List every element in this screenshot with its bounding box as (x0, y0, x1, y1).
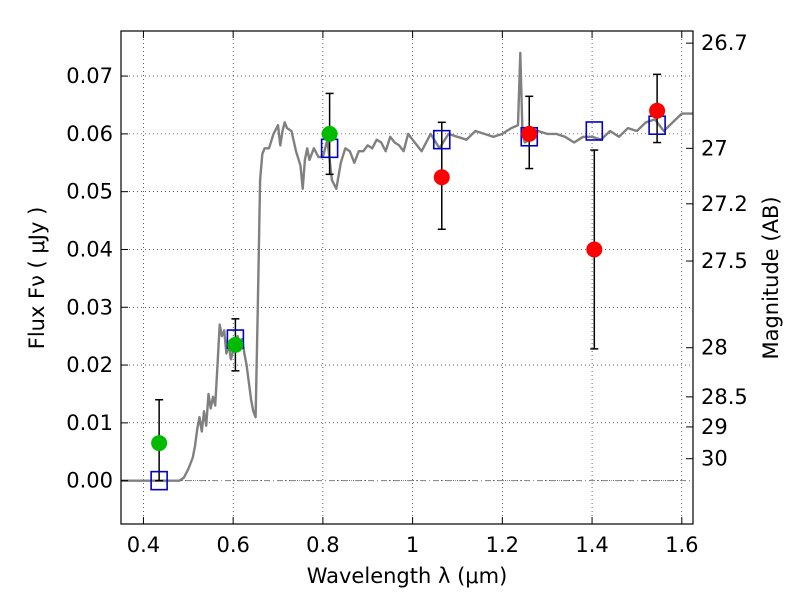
x-tick-label: 1.2 (486, 533, 519, 557)
data-points (151, 102, 666, 452)
y-tick-labels: 0.00 0.01 0.02 0.03 0.04 0.05 0.06 0.07 (66, 64, 113, 493)
green-data-point (227, 336, 244, 353)
x-tick-labels: 0.4 0.6 0.8 1 1.2 1.4 1.6 (127, 533, 699, 557)
model-box (432, 129, 451, 150)
plot-background (121, 31, 693, 524)
red-data-point (649, 102, 666, 119)
green-data-point (321, 125, 338, 142)
model-box (150, 470, 168, 491)
y-tick-label: 0.00 (66, 469, 113, 493)
model-box (585, 121, 604, 141)
y-tick-label: 0.01 (66, 411, 113, 435)
x-tick-label: 0.6 (216, 533, 249, 557)
y-tick-label: 0.07 (66, 64, 113, 88)
magnitude-tick-label: 28 (701, 336, 728, 360)
x-axis-label: Wavelength λ (μm) (307, 564, 508, 588)
x-tick-label: 0.8 (306, 533, 339, 557)
magnitude-axis-label: Magnitude (AB) (759, 196, 783, 359)
red-data-point (586, 241, 603, 258)
magnitude-tick-label: 27.5 (701, 249, 748, 273)
y-tick-label: 0.05 (66, 180, 113, 204)
red-data-point (433, 169, 450, 186)
magnitude-tick-label: 30 (701, 447, 728, 471)
magnitude-tick-label: 26.7 (701, 31, 748, 55)
y-axis-label: Flux Fν ( μJy ) (25, 207, 49, 350)
x-tick-label: 1 (406, 533, 419, 557)
magnitude-tick-label: 27.2 (701, 192, 748, 216)
magnitude-tick-label: 28.5 (701, 385, 748, 409)
magnitude-tick-label: 29 (701, 415, 728, 439)
plot-frame (120, 30, 694, 525)
y-tick-label: 0.06 (66, 122, 113, 146)
ticks (121, 31, 693, 524)
y-tick-label: 0.03 (66, 295, 113, 319)
magnitude-tick-label: 27 (701, 136, 728, 160)
y-tick-label: 0.02 (66, 353, 113, 377)
y-tick-label: 0.04 (66, 237, 113, 261)
magnitude-tick-labels: 26.7 27 27.2 27.5 28 28.5 29 30 (701, 31, 748, 471)
green-data-point (151, 435, 168, 452)
red-data-point (521, 125, 538, 142)
x-tick-label: 1.4 (575, 533, 608, 557)
x-tick-label: 0.4 (127, 533, 160, 557)
x-tick-label: 1.6 (665, 533, 698, 557)
